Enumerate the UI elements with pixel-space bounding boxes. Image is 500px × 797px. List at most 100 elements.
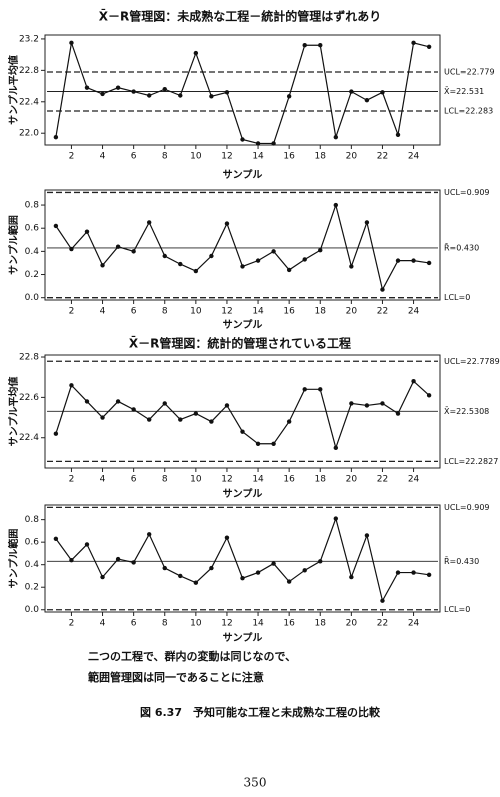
caption: 図 6.37 予知可能な工程と未成熟な工程の比較 (140, 705, 381, 719)
x-tick-label: 20 (346, 152, 358, 162)
y-tick-label: 0.2 (25, 583, 39, 593)
data-point (240, 264, 245, 269)
data-point (286, 419, 292, 424)
x-tick-label: 20 (346, 307, 358, 317)
data-point (426, 260, 432, 266)
data-point (333, 134, 339, 140)
x-tick-label: 2 (69, 475, 75, 485)
data-point (178, 417, 183, 422)
data-point (271, 441, 276, 446)
data-point (100, 574, 105, 580)
data-point (100, 263, 105, 268)
x-tick-label: 18 (315, 475, 327, 485)
data-point (146, 220, 152, 225)
data-point (115, 85, 121, 90)
y-tick-label: 0.4 (25, 247, 40, 257)
data-point (162, 565, 167, 571)
note-line: 範囲管理図は同一であることに注意 (88, 670, 264, 684)
data-point (131, 407, 136, 412)
data-point (364, 403, 370, 408)
data-point (271, 249, 276, 254)
x-axis-label: サンプル (223, 318, 263, 331)
x-tick-label: 8 (162, 475, 168, 485)
data-point (302, 43, 307, 48)
data-point (69, 557, 74, 563)
x-axis-label: サンプル (223, 631, 263, 644)
y-tick-label: 0.8 (25, 201, 40, 211)
data-point (69, 40, 74, 46)
x-tick-label: 2 (69, 619, 75, 629)
data-point (395, 570, 401, 575)
data-point (349, 264, 354, 269)
data-point (100, 415, 105, 420)
y-axis-label: サンプル平均値 (7, 377, 20, 447)
data-point (131, 89, 136, 94)
x-tick-label: 22 (377, 475, 388, 485)
data-point (349, 401, 354, 406)
data-point (162, 253, 167, 259)
data-point (240, 576, 245, 581)
x-tick-label: 10 (190, 307, 202, 317)
x-tick-label: 4 (100, 307, 106, 317)
x-tick-label: 6 (131, 619, 137, 629)
chart-title: X̄－R管理図：未成熟な工程－統計的管理はずれあり (99, 8, 382, 23)
control-limit-label: UCL=0.909 (444, 188, 490, 197)
x-tick-label: 4 (100, 619, 106, 629)
data-point (364, 533, 370, 538)
x-tick-label: 24 (408, 619, 420, 629)
page-number: 350 (244, 776, 267, 790)
data-point (333, 445, 339, 451)
data-point (395, 411, 401, 416)
plot-frame (44, 189, 441, 301)
y-axis-label: サンプル範囲 (7, 529, 20, 589)
plot-frame (44, 504, 441, 613)
x-tick-label: 2 (69, 307, 75, 317)
data-point (131, 249, 136, 254)
data-point (426, 393, 432, 398)
data-point (162, 401, 167, 406)
data-point (146, 93, 152, 98)
y-axis-label: サンプル範囲 (7, 215, 20, 275)
data-point (84, 85, 90, 90)
data-point (224, 535, 230, 540)
data-point (224, 90, 230, 95)
data-point (333, 516, 339, 521)
data-point (115, 556, 121, 562)
data-point (302, 257, 307, 262)
x-tick-label: 4 (100, 152, 106, 162)
data-point (380, 598, 385, 603)
y-tick-label: 22.8 (19, 66, 39, 76)
data-point (395, 132, 401, 137)
x-tick-label: 18 (315, 152, 327, 162)
x-tick-label: 14 (252, 475, 264, 485)
data-point (380, 90, 385, 95)
x-tick-label: 22 (377, 619, 388, 629)
data-point (240, 429, 245, 434)
x-tick-label: 12 (221, 475, 232, 485)
x-tick-label: 18 (315, 307, 327, 317)
data-point (69, 246, 74, 252)
y-tick-label: 22.8 (19, 353, 39, 363)
y-tick-label: 22.4 (19, 97, 39, 107)
data-point (271, 561, 276, 566)
data-point (426, 572, 432, 578)
control-limit-label: LCL=22.2827 (444, 457, 498, 466)
data-point (115, 244, 121, 249)
x-tick-label: 8 (162, 152, 168, 162)
data-point (318, 248, 323, 253)
x-tick-label: 2 (69, 152, 75, 162)
plot-frame (44, 354, 441, 469)
data-point (84, 229, 90, 234)
x-tick-label: 6 (131, 152, 137, 162)
x-axis-label: サンプル (223, 168, 263, 181)
data-point (240, 137, 245, 142)
data-point (209, 419, 214, 424)
data-point (349, 574, 354, 580)
data-point (286, 267, 292, 273)
x-tick-label: 12 (221, 307, 232, 317)
series-line (55, 380, 430, 450)
series-line (55, 202, 430, 292)
y-tick-label: 0.2 (25, 270, 39, 280)
data-point (318, 387, 323, 392)
